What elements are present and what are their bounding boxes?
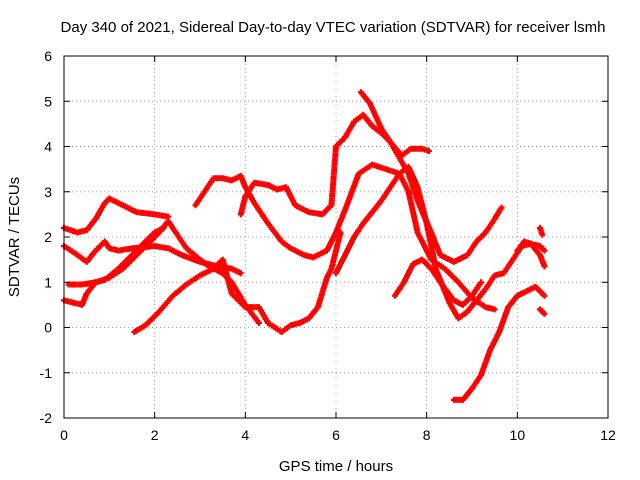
x-tick-label: 2 [151,427,159,443]
x-tick-label: 8 [423,427,431,443]
x-axis-title: GPS time / hours [279,458,393,475]
series-trace-16 [537,306,548,317]
y-tick-label: 4 [44,139,52,155]
y-tick-label: 2 [44,229,52,245]
series-trace-6 [192,161,498,313]
series-trace-15 [537,224,546,238]
series-trace-11 [391,256,485,308]
x-tick-label: 6 [332,427,340,443]
y-axis-title: SDTVAR / TECUs [6,177,23,297]
series-trace-5 [131,229,344,335]
x-tick-label: 4 [241,427,249,443]
x-tick-label: 12 [600,427,616,443]
series-trace-9 [333,163,498,322]
series-trace-12 [450,283,548,403]
series-trace-7 [237,134,349,218]
series-trace-10 [357,89,432,159]
y-tick-label: 6 [44,48,52,64]
series-trace-14 [514,238,548,254]
chart-title: Day 340 of 2021, Sidereal Day-to-day VTE… [61,19,606,36]
y-tick-label: -1 [40,365,53,381]
x-tick-label: 10 [510,427,526,443]
y-tick-label: -2 [40,410,53,426]
y-tick-label: 0 [44,320,52,336]
y-tick-label: 1 [44,274,52,290]
y-tick-label: 3 [44,184,52,200]
series-group [61,89,548,403]
x-tick-label: 0 [60,427,68,443]
y-tick-label: 5 [44,93,52,109]
